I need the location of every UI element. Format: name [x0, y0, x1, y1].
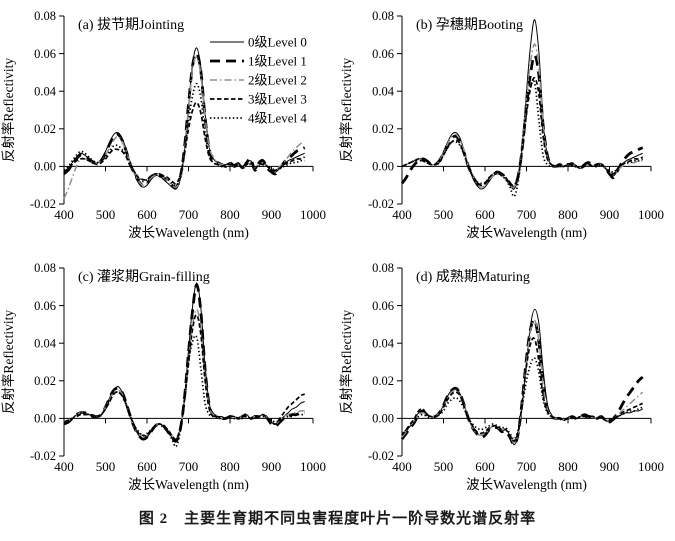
series-line-1 — [400, 318, 644, 447]
subplot-grain-filling: -0.02 0.00 0.02 0.04 0.06 0.08 400 500 600 700 800… — [0, 252, 337, 497]
y-tick-label: 0.04 — [34, 336, 57, 350]
y-tick-label: -0.02 — [368, 449, 394, 463]
x-tick-label: 600 — [137, 207, 157, 222]
y-tick-label: 0.08 — [34, 261, 56, 275]
panel-title: (d) 成熟期Maturing — [416, 269, 530, 285]
y-tick-label: -0.02 — [30, 197, 56, 211]
x-tick-label: 900 — [262, 459, 282, 474]
y-tick-label: 0.02 — [372, 122, 394, 136]
series-line-4 — [401, 79, 644, 198]
x-tick-label: 400 — [392, 207, 412, 222]
panel-title: (a) 拔节期Jointing — [78, 17, 184, 33]
x-tick-label: 1000 — [638, 207, 664, 222]
y-tick-label: 0.08 — [372, 261, 394, 275]
series-line-3 — [401, 337, 644, 442]
legend-label-2: 2级Level 2 — [248, 73, 307, 88]
x-tick-label: 800 — [220, 207, 240, 222]
series-line-2 — [401, 319, 644, 444]
x-tick-label: 700 — [179, 207, 199, 222]
y-axis-title: 反射率Reflectivity — [0, 58, 16, 162]
y-tick-label: 0.02 — [34, 374, 56, 388]
y-tick-label: 0.06 — [34, 47, 56, 61]
y-tick-label: 0.04 — [372, 336, 395, 350]
x-tick-label: 700 — [517, 207, 537, 222]
series-line-1 — [63, 51, 306, 189]
x-tick-label: 700 — [517, 459, 537, 474]
x-tick-label: 400 — [54, 207, 74, 222]
series-line-3 — [63, 314, 306, 441]
x-tick-label: 1000 — [300, 459, 326, 474]
x-tick-label: 600 — [475, 207, 495, 222]
y-tick-label: 0.04 — [372, 84, 395, 98]
y-tick-label: -0.02 — [368, 197, 394, 211]
y-tick-label: 0.04 — [34, 84, 57, 98]
x-tick-label: 400 — [54, 459, 74, 474]
y-tick-label: 0.06 — [372, 47, 394, 61]
legend-label-4: 4级Level 4 — [248, 111, 307, 126]
series-line-4 — [63, 82, 305, 187]
series-line-1 — [63, 283, 305, 443]
y-tick-label: -0.02 — [30, 449, 56, 463]
y-tick-label: 0.06 — [372, 299, 394, 313]
subplot-jointing-canvas: -0.02 0.00 0.02 0.04 0.06 0.08 400 500 600 700 800… — [0, 9, 326, 240]
x-tick-label: 800 — [558, 459, 578, 474]
series-line-1 — [400, 54, 644, 189]
y-tick-label: 0.00 — [372, 160, 394, 174]
figure-caption: 图 2 主要生育期不同虫害程度叶片一阶导数光谱反射率 — [138, 511, 537, 527]
series-line-0 — [63, 282, 305, 442]
y-tick-label: 0.00 — [34, 412, 56, 426]
x-axis-title: 波长Wavelength (nm) — [128, 477, 249, 492]
x-axis-title: 波长Wavelength (nm) — [128, 225, 249, 240]
panel-title: (c) 灌浆期Grain-filling — [78, 269, 210, 285]
x-tick-label: 800 — [220, 459, 240, 474]
y-tick-label: 0.02 — [372, 374, 394, 388]
legend-label-1: 1级Level 1 — [248, 54, 307, 69]
subplot-grain-filling-canvas: -0.02 0.00 0.02 0.04 0.06 0.08 400 500 600 700 800… — [0, 261, 326, 492]
x-tick-label: 500 — [96, 207, 116, 222]
panel-title: (b) 孕穗期Booting — [416, 17, 523, 33]
x-axis-title: 波长Wavelength (nm) — [466, 225, 587, 240]
y-axis-title: 反射率Reflectivity — [338, 310, 354, 414]
x-tick-label: 900 — [262, 207, 282, 222]
x-tick-label: 400 — [392, 459, 412, 474]
x-tick-label: 900 — [600, 459, 620, 474]
subplot-booting: -0.02 0.00 0.02 0.04 0.06 0.08 400 500 600 700 800… — [338, 0, 675, 245]
y-tick-label: 0.06 — [34, 299, 56, 313]
y-axis-title: 反射率Reflectivity — [338, 58, 354, 162]
x-tick-label: 600 — [137, 459, 157, 474]
series-line-4 — [401, 357, 644, 440]
x-tick-label: 600 — [475, 459, 495, 474]
x-tick-label: 900 — [600, 207, 620, 222]
series-line-3 — [63, 101, 306, 185]
x-tick-label: 1000 — [638, 459, 664, 474]
x-tick-label: 700 — [179, 459, 199, 474]
y-tick-label: 0.00 — [34, 160, 56, 174]
y-tick-label: 0.08 — [372, 9, 394, 23]
subplot-maturing-canvas: -0.02 0.00 0.02 0.04 0.06 0.08 400 500 600 700 800… — [338, 261, 664, 492]
series-line-4 — [63, 334, 305, 448]
subplot-booting-canvas: -0.02 0.00 0.02 0.04 0.06 0.08 400 500 600 700 800… — [338, 9, 664, 240]
x-tick-label: 500 — [434, 207, 454, 222]
subplot-jointing: -0.02 0.00 0.02 0.04 0.06 0.08 400 500 600 700 800… — [0, 0, 337, 245]
legend-label-0: 0级Level 0 — [248, 35, 307, 50]
y-tick-label: 0.00 — [372, 412, 394, 426]
y-axis-title: 反射率Reflectivity — [0, 310, 16, 414]
y-tick-label: 0.02 — [34, 122, 56, 136]
x-tick-label: 500 — [434, 459, 454, 474]
subplot-maturing: -0.02 0.00 0.02 0.04 0.06 0.08 400 500 600 700 800… — [338, 252, 675, 497]
legend-label-3: 3级Level 3 — [248, 92, 307, 107]
x-tick-label: 1000 — [300, 207, 326, 222]
x-tick-label: 500 — [96, 459, 116, 474]
x-tick-label: 800 — [558, 207, 578, 222]
series-line-0 — [401, 308, 643, 446]
y-tick-label: 0.08 — [34, 9, 56, 23]
x-axis-title: 波长Wavelength (nm) — [466, 477, 587, 492]
